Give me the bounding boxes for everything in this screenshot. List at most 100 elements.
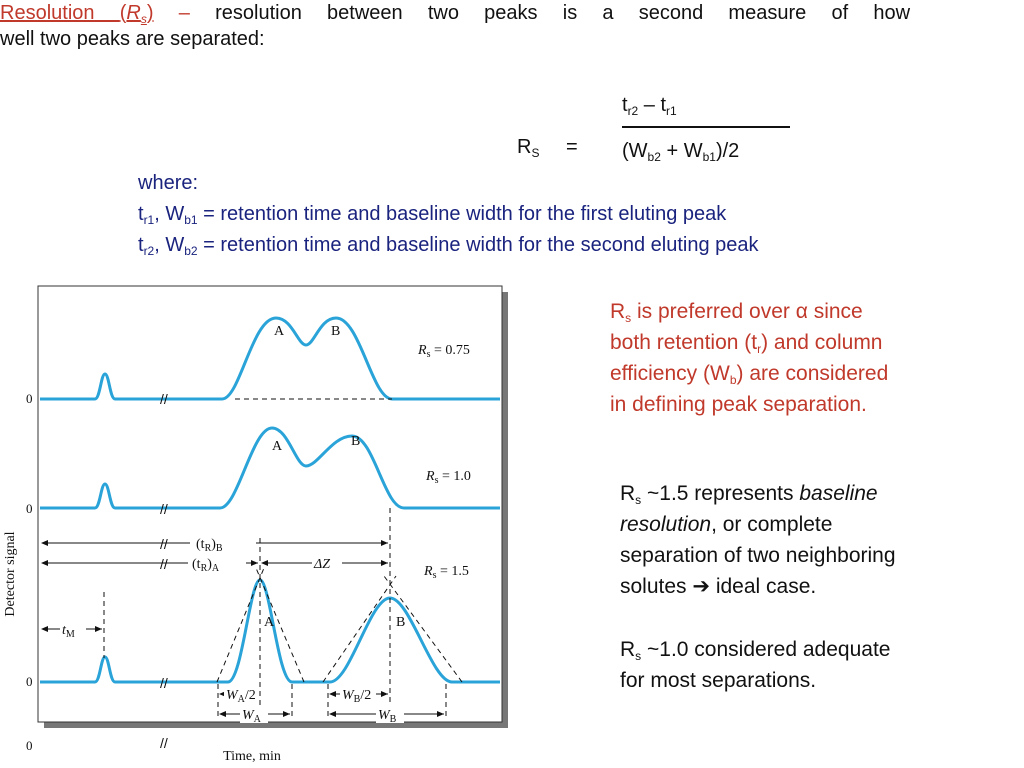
n2-l1i: baseline [799, 482, 878, 505]
n3-r: R [620, 638, 636, 661]
n1-l2a: both retention (t [610, 331, 758, 354]
n2-l2i: resolution [620, 513, 712, 536]
axis-break-3b: // [160, 556, 168, 572]
axis-break-4: // [160, 735, 168, 751]
where-block: where: tr1, Wb1 = retention time and bas… [138, 168, 759, 261]
n1-l4: in defining peak separation. [610, 393, 867, 416]
peak-b-label-1: B [331, 324, 340, 339]
n1-l1: is preferred over α since [631, 300, 863, 323]
n2-l4b: ideal case. [709, 575, 817, 598]
wb-half-bg [340, 685, 376, 703]
num-t2-sub: r1 [666, 104, 677, 118]
zero-label-2: 0 [26, 501, 33, 516]
n1-l2sub: r [757, 342, 762, 356]
n1-l2b: ) and column [761, 331, 883, 354]
wa-half-bg [224, 685, 258, 703]
w1a-sub: r1 [143, 213, 155, 227]
note-adequate: Rs ~1.0 considered adequate for most sep… [620, 634, 890, 696]
axis-break-3a: // [160, 536, 168, 552]
n1-l3b: ) are considered [736, 362, 889, 385]
num-minus: – t [638, 94, 667, 116]
zero-label-4: 0 [26, 738, 33, 753]
peak-a-label-3: A [264, 615, 275, 630]
intro-paragraph: Resolution (Rs) – resolution between two… [0, 0, 910, 52]
den-sub2: b1 [702, 150, 716, 164]
where-label: where: [138, 172, 199, 194]
where-line-2: tr2, Wb2 = retention time and baseline w… [138, 230, 759, 261]
rs-label-2: Rs = 1.0 [425, 469, 471, 486]
zero-label-1: 0 [26, 391, 33, 406]
n3-sub: s [635, 649, 642, 663]
tm-label-bg [60, 620, 86, 638]
chromatogram-figure: Detector signal Time, min 0 0 0 0 // A B… [3, 285, 508, 764]
n2-l1a: ~1.5 represents [641, 482, 800, 505]
wa-bg [240, 705, 268, 723]
w1b-sub: b1 [184, 213, 198, 227]
tangent-a-right [255, 567, 305, 683]
tm-label: tM [62, 623, 75, 640]
symbol-r: R [126, 2, 141, 24]
tra-label: (tR)A [192, 557, 220, 574]
tangent-a-left [216, 567, 265, 683]
wa-half-label: WA/2 [226, 688, 256, 705]
curve-rs-10 [40, 426, 500, 510]
n1-l3a: efficiency (W [610, 362, 730, 385]
w2a: t [138, 234, 144, 256]
wa-label: WA [242, 708, 262, 725]
peak-b-label-3: B [396, 615, 405, 630]
tangent-b-left [322, 575, 397, 683]
w2a-sub: r2 [143, 244, 155, 258]
n3-l1: ~1.0 considered adequate [641, 638, 891, 661]
w1b: , W [154, 203, 185, 225]
fraction-bar [622, 126, 790, 128]
tra-label-bg [188, 554, 246, 572]
peak-a-label-1: A [274, 324, 285, 339]
trb-label-bg [190, 534, 256, 552]
arrow-right-icon: ➔ [692, 575, 710, 598]
wb-half-label: WB/2 [342, 688, 371, 705]
symbol-sub: s [140, 12, 147, 26]
n1-sub: s [625, 311, 632, 325]
n2-l3: separation of two neighboring [620, 544, 896, 567]
wb-bg [376, 705, 404, 723]
den-sub1: b2 [647, 150, 661, 164]
n1-r: R [610, 300, 626, 323]
den-plus: + W [660, 140, 703, 162]
y-axis-label: Detector signal [3, 531, 18, 616]
w2b: , W [154, 234, 185, 256]
rs-label-1: Rs = 0.75 [417, 343, 470, 360]
peak-a-label-2: A [272, 439, 283, 454]
wb-label: WB [378, 708, 397, 725]
axis-break-3c: // [160, 675, 168, 691]
axis-break-2: // [160, 501, 168, 517]
num-t1-sub: r2 [627, 104, 639, 118]
w1-rest: = retention time and baseline width for … [197, 203, 727, 225]
w2-rest: = retention time and baseline width for … [197, 234, 759, 256]
zero-label-3: 0 [26, 674, 33, 689]
formula-denominator: (Wb2 + Wb1)/2 [622, 138, 739, 164]
n2-r: R [620, 482, 636, 505]
intro-line-2: well two peaks are separated: [0, 28, 265, 50]
intro-line1-text: resolution between two peaks is a second… [215, 2, 911, 24]
where-line-1: tr1, Wb1 = retention time and baseline w… [138, 199, 759, 230]
symbol-open: ( [119, 2, 127, 24]
axis-break-1: // [160, 391, 168, 407]
symbol-close: ) [146, 2, 154, 24]
intro-dash: – [178, 2, 190, 24]
delta-z-label-bg [312, 554, 342, 572]
n2-sub: s [635, 493, 642, 507]
den-close: )/2 [715, 140, 740, 162]
rs-label-3: Rs = 1.5 [423, 564, 469, 581]
peak-b-label-2: B [351, 434, 360, 449]
formula-lhs: RS [517, 134, 539, 160]
formula-equals: = [566, 136, 578, 158]
den-open: (W [622, 140, 648, 162]
num-t1: t [622, 94, 628, 116]
curve-rs-075 [40, 316, 500, 401]
trb-label: (tR)B [196, 537, 223, 554]
note-rs-preferred: Rs is preferred over α since both retent… [610, 296, 888, 420]
intro-line-1: Resolution (Rs) – resolution between two… [0, 0, 910, 26]
tangent-b-right [383, 575, 463, 683]
note-baseline-resolution: Rs ~1.5 represents baseline resolution, … [620, 478, 896, 602]
n1-l3sub: b [729, 373, 737, 387]
